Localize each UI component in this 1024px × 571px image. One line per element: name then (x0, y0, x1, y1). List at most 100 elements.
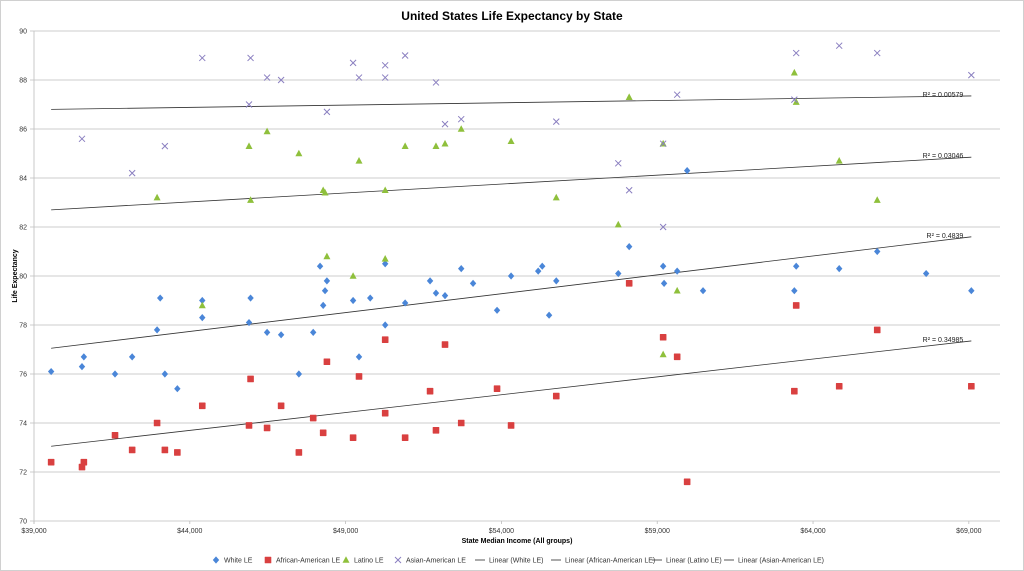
data-point-x (128, 169, 136, 177)
legend-label: Latino LE (354, 558, 384, 565)
data-point-diamond (659, 262, 667, 270)
data-point-x (198, 54, 206, 62)
data-point-diamond (277, 331, 285, 339)
data-point-diamond (153, 326, 161, 334)
data-point-diamond (683, 167, 691, 175)
y-axis-label: Life Expectancy (12, 249, 19, 302)
data-point-x (441, 120, 449, 128)
data-point-square (673, 353, 681, 361)
data-point-square (835, 382, 843, 390)
data-point-diamond (247, 294, 254, 302)
data-point-diamond (625, 243, 633, 251)
legend-marker-square (264, 556, 272, 564)
data-point-triangle (614, 220, 622, 228)
data-point-triangle (381, 255, 389, 262)
data-point-square (47, 458, 55, 466)
tick-labels: 70 72 74 76 78 80 82 84 86 88 90 $39,000 $44,000 $49,… (19, 29, 981, 536)
data-point-square (426, 387, 434, 395)
data-point-square (493, 385, 501, 392)
data-point-square (552, 392, 560, 400)
data-point-x (457, 115, 465, 123)
data-point-square (432, 427, 440, 434)
data-point-square (381, 409, 389, 417)
data-point-square (457, 419, 465, 427)
data-point-diamond (245, 318, 253, 327)
data-point-square (247, 375, 254, 383)
data-point-diamond (349, 296, 357, 305)
trendlines: R² = 0.4839 R² = 0.34985 R² = 0.03046 R² = … (51, 92, 972, 447)
data-point-diamond (111, 370, 119, 378)
y-tick-label: 76 (19, 372, 27, 379)
legend-label: Linear (Latino LE) (666, 558, 722, 565)
legend-label: Asian-American LE (406, 558, 466, 565)
data-point-square (198, 402, 206, 410)
data-point-diamond (80, 353, 88, 361)
data-point-x (349, 59, 357, 67)
data-point-diamond (922, 269, 930, 278)
data-point-diamond (432, 289, 440, 297)
data-point-x (659, 223, 667, 231)
r-squared-label: R² = 0.4839 (927, 233, 964, 240)
data-point-triangle (432, 142, 440, 149)
y-tick-label: 84 (19, 176, 27, 183)
data-point-diamond (615, 269, 622, 278)
data-point-square (319, 429, 327, 437)
data-point-x (659, 140, 667, 148)
data-point-triangle (625, 93, 633, 100)
data-point-diamond (458, 265, 465, 273)
x-tick-label: $59,000 (645, 528, 670, 535)
x-tick-label: $69,000 (956, 528, 981, 535)
data-point-triangle (381, 186, 389, 194)
data-point-diamond (534, 267, 542, 275)
data-point-x (673, 91, 681, 99)
data-point-diamond (539, 262, 546, 270)
data-point-x (247, 54, 254, 62)
data-point-square (245, 422, 253, 429)
data-point-triangle (457, 125, 465, 132)
data-point-x (625, 186, 633, 194)
data-point-square (507, 422, 515, 429)
data-point-x (401, 52, 409, 59)
data-point-x (790, 96, 798, 103)
legend-marker-x (394, 556, 402, 564)
trendline (51, 95, 972, 110)
data-point-triangle (323, 252, 331, 260)
data-point-square (295, 449, 303, 456)
data-point-square (441, 341, 449, 348)
data-point-diamond (836, 265, 843, 273)
x-tick-label: $64,000 (800, 528, 825, 535)
data-point-x (355, 74, 363, 81)
data-point-x (552, 118, 560, 126)
data-point-square (355, 373, 363, 380)
data-point-triangle (321, 188, 329, 196)
data-point-square (128, 446, 136, 454)
data-point-x (381, 74, 389, 81)
data-points (47, 42, 975, 486)
y-tick-label: 70 (19, 519, 27, 526)
y-tick-label: 80 (19, 274, 27, 281)
data-point-x (432, 79, 440, 86)
data-point-diamond (660, 279, 668, 287)
data-point-x (277, 76, 285, 84)
legend-label: White LE (224, 558, 253, 565)
data-point-square (659, 333, 667, 341)
data-point-square (153, 419, 161, 427)
data-point-x (78, 135, 86, 143)
trendline (51, 156, 972, 211)
legend-label: Linear (White LE) (489, 558, 543, 565)
legend-label: African-American LE (276, 558, 341, 565)
data-point-square (968, 382, 975, 390)
data-point-x (614, 159, 622, 167)
data-point-x (263, 74, 271, 81)
data-point-diamond (47, 367, 55, 376)
r-squared-label: R² = 0.00579 (923, 92, 964, 99)
data-point-triangle (263, 127, 271, 135)
r-squared-label: R² = 0.03046 (923, 153, 964, 160)
data-point-square (349, 434, 357, 441)
data-point-square (625, 280, 633, 287)
legend-marker-triangle (342, 556, 350, 563)
data-point-x (835, 42, 843, 50)
data-point-diamond (316, 262, 324, 270)
y-tick-label: 90 (19, 29, 27, 36)
